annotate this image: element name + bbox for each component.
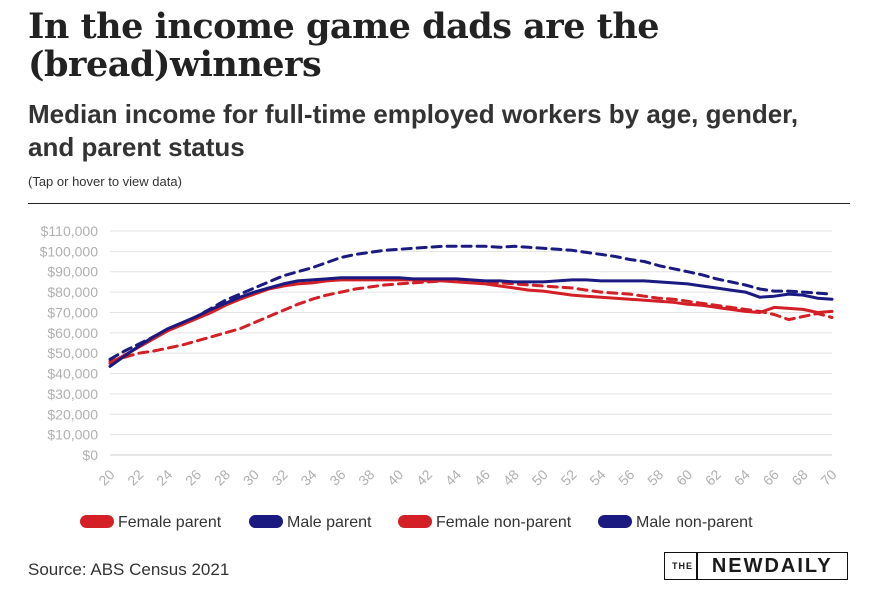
header-divider bbox=[28, 203, 850, 204]
x-tick-label: 24 bbox=[153, 466, 175, 488]
x-tick-label: 48 bbox=[500, 466, 522, 488]
legend-swatch-female-parent[interactable] bbox=[80, 515, 114, 528]
series-line-female-non-parent[interactable] bbox=[108, 279, 834, 363]
x-tick-label: 26 bbox=[182, 466, 204, 488]
x-tick-label: 32 bbox=[269, 466, 291, 488]
x-tick-label: 28 bbox=[211, 466, 233, 488]
legend-swatch-male-non-parent[interactable] bbox=[598, 515, 632, 528]
legend-swatch-female-non-parent[interactable] bbox=[398, 515, 432, 528]
x-tick-label: 62 bbox=[702, 466, 724, 488]
newdaily-logo[interactable]: THE NEWDAILY bbox=[664, 552, 848, 580]
x-tick-label: 70 bbox=[817, 466, 839, 488]
x-tick-label: 60 bbox=[673, 466, 695, 488]
logo-divider bbox=[696, 553, 698, 579]
x-tick-label: 54 bbox=[586, 466, 608, 488]
y-tick-label: $20,000 bbox=[47, 406, 98, 422]
y-tick-label: $80,000 bbox=[47, 284, 98, 300]
x-tick-label: 50 bbox=[528, 466, 550, 488]
x-tick-label: 20 bbox=[95, 466, 117, 488]
series-line-male-non-parent[interactable] bbox=[108, 244, 834, 361]
line-chart[interactable]: $0 $10,000 $20,000 $30,000 $40,000 $50,000 $60… bbox=[0, 210, 870, 545]
y-tick-label: $90,000 bbox=[47, 264, 98, 280]
x-tick-label: 58 bbox=[644, 466, 666, 488]
x-tick-label: 66 bbox=[760, 466, 782, 488]
legend-label-male-non-parent[interactable]: Male non-parent bbox=[636, 514, 753, 531]
x-tick-label: 42 bbox=[413, 466, 435, 488]
x-tick-label: 52 bbox=[557, 466, 579, 488]
x-tick-label: 46 bbox=[471, 466, 493, 488]
legend-swatch-male-parent[interactable] bbox=[249, 515, 283, 528]
x-tick-label: 44 bbox=[442, 466, 464, 488]
series-line-female-parent[interactable] bbox=[108, 278, 834, 365]
legend-label-male-parent[interactable]: Male parent bbox=[287, 514, 372, 531]
source-note: Source: ABS Census 2021 bbox=[28, 560, 230, 579]
y-tick-label: $10,000 bbox=[47, 427, 98, 443]
y-tick-label: $30,000 bbox=[47, 386, 98, 402]
series-line-male-parent[interactable] bbox=[108, 276, 834, 368]
logo-the: THE bbox=[672, 561, 693, 571]
x-tick-label: 64 bbox=[731, 466, 753, 488]
x-tick-label: 30 bbox=[240, 466, 262, 488]
y-tick-label: $100,000 bbox=[40, 243, 99, 259]
x-tick-label: 38 bbox=[355, 466, 377, 488]
logo-name: NEWDAILY bbox=[711, 554, 833, 577]
y-tick-label: $40,000 bbox=[47, 366, 98, 382]
chart-subtitle: Median income for full-time employed wor… bbox=[28, 99, 799, 162]
y-tick-label: $70,000 bbox=[47, 304, 98, 320]
interaction-hint: (Tap or hover to view data) bbox=[28, 174, 182, 189]
legend-label-female-parent[interactable]: Female parent bbox=[118, 514, 222, 531]
x-tick-label: 68 bbox=[788, 466, 810, 488]
y-tick-label: $60,000 bbox=[47, 325, 98, 341]
x-tick-label: 40 bbox=[384, 466, 406, 488]
x-tick-label: 34 bbox=[297, 466, 319, 488]
y-tick-label: $110,000 bbox=[41, 223, 99, 239]
x-tick-label: 36 bbox=[326, 466, 348, 488]
legend-label-female-non-parent[interactable]: Female non-parent bbox=[436, 514, 572, 531]
chart-title: In the income game dads are the (bread)w… bbox=[28, 6, 660, 85]
y-tick-label: $50,000 bbox=[47, 345, 98, 361]
y-tick-label: $0 bbox=[82, 447, 98, 463]
x-tick-label: 56 bbox=[615, 466, 637, 488]
x-tick-label: 22 bbox=[124, 466, 146, 488]
